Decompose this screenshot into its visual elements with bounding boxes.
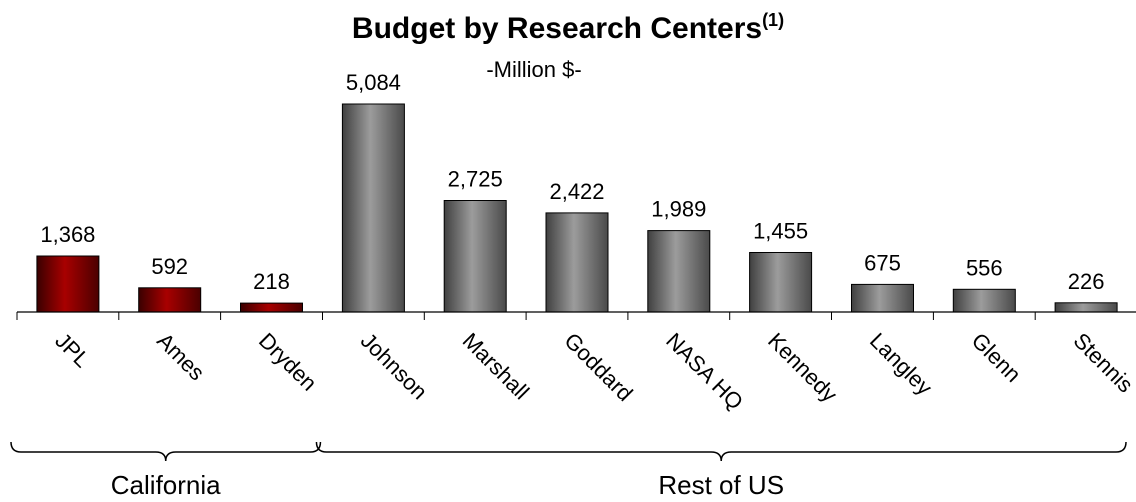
- bar-glenn: [952, 288, 1016, 313]
- bar-kennedy: [749, 252, 813, 313]
- x-tick-label: Glenn: [967, 328, 1026, 387]
- chart-subtitle: -Million $-: [486, 57, 581, 82]
- chart-title-superscript: (1): [762, 10, 784, 30]
- x-tick-label: Goddard: [559, 328, 637, 406]
- bar-stennis: [1054, 302, 1118, 313]
- bar-marshall: [443, 200, 507, 313]
- group-brace-rest-of-us: [315, 441, 1127, 462]
- value-label: 226: [1068, 269, 1105, 294]
- value-label: 218: [253, 269, 290, 294]
- value-label: 592: [151, 254, 188, 279]
- bar-goddard: [545, 212, 609, 313]
- x-tick-label: Stennis: [1069, 328, 1136, 398]
- group-label: California: [111, 470, 221, 500]
- value-label: 2,725: [448, 167, 503, 192]
- x-tick-label: Kennedy: [763, 328, 842, 407]
- value-label: 675: [864, 250, 901, 275]
- x-tick-label: Marshall: [458, 328, 534, 404]
- value-label: 5,084: [346, 70, 401, 95]
- bar-jpl: [36, 255, 100, 313]
- value-label: 1,989: [651, 197, 706, 222]
- value-label: 2,422: [549, 179, 604, 204]
- x-tick-label: Dryden: [254, 328, 322, 396]
- bar-nasa-hq: [647, 230, 711, 313]
- x-tick-label: Langley: [865, 328, 937, 400]
- chart-title: Budget by Research Centers(1): [352, 10, 784, 45]
- bar-johnson: [341, 103, 405, 313]
- value-label: 556: [966, 255, 1003, 280]
- x-tick-label: JPL: [50, 328, 94, 372]
- bar-ames: [138, 287, 202, 313]
- group-brace-california: [10, 441, 322, 462]
- x-tick-label: Ames: [152, 328, 209, 385]
- plot-area: 1,368 JPL 592 Ames 218 Dryden 5,084 Johnson 2,72…: [10, 70, 1136, 500]
- value-label: 1,455: [753, 219, 808, 244]
- bar-langley: [851, 283, 914, 313]
- group-label: Rest of US: [658, 470, 784, 500]
- bar-dryden: [240, 302, 303, 313]
- x-tick-label: Johnson: [356, 328, 433, 405]
- value-label: 1,368: [40, 222, 95, 247]
- chart-title-text: Budget by Research Centers: [352, 12, 762, 45]
- x-tick-label: NASA HQ: [661, 328, 748, 415]
